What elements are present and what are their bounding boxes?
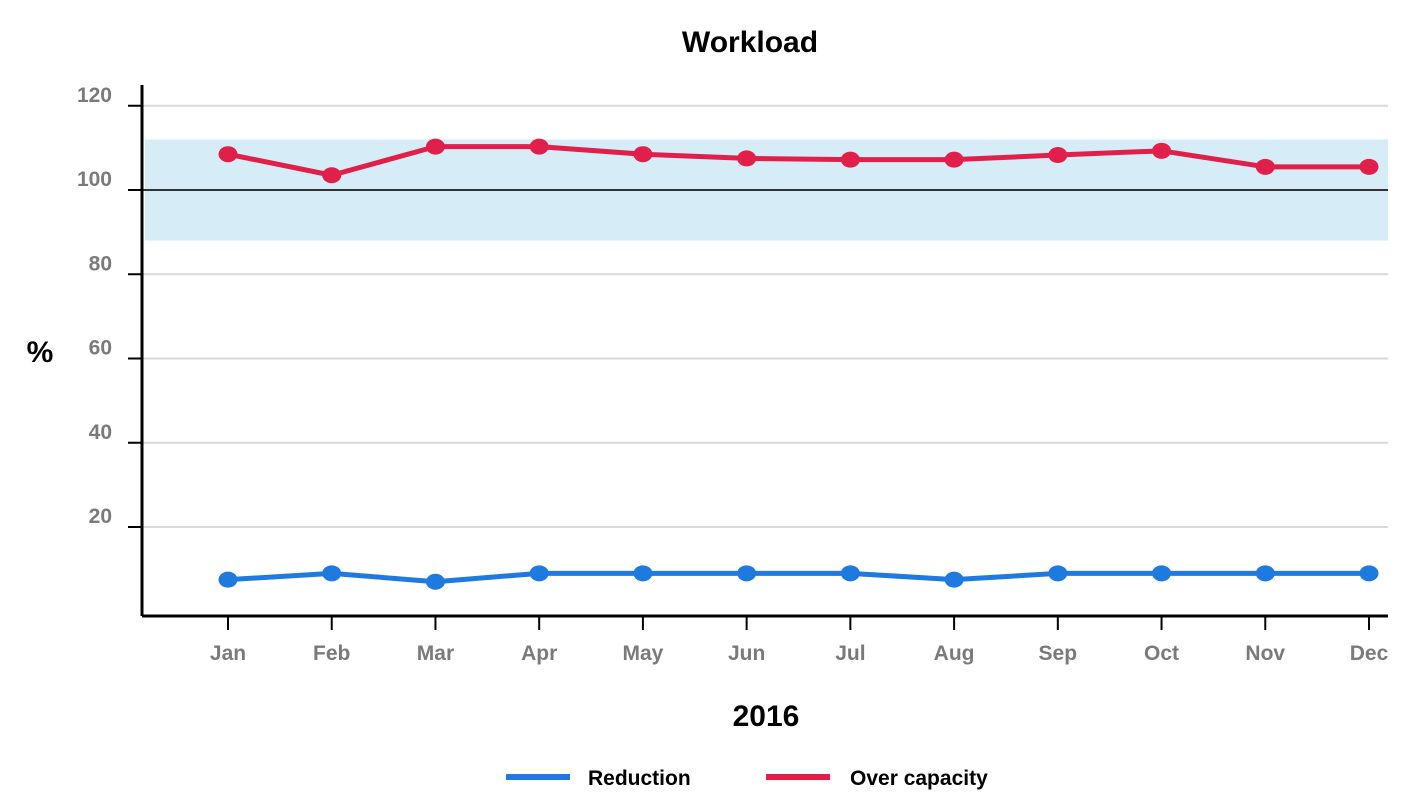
data-point-reduction	[425, 573, 445, 590]
x-tick-label: Oct	[1144, 642, 1179, 665]
data-point-reduction	[529, 565, 549, 582]
series-reduction	[218, 565, 1379, 590]
data-point-reduction	[1152, 565, 1172, 582]
legend-item-reduction: Reduction	[506, 767, 691, 790]
data-point-over-capacity	[322, 167, 342, 184]
x-tick-label: Dec	[1350, 642, 1389, 665]
data-point-over-capacity	[218, 146, 238, 163]
legend-label: Reduction	[588, 767, 691, 790]
data-point-over-capacity	[425, 138, 445, 155]
x-tick-label: Nov	[1245, 642, 1285, 665]
series-line-reduction	[225, 570, 1372, 585]
data-point-reduction	[737, 565, 757, 582]
data-point-over-capacity	[529, 138, 549, 155]
legend-label: Over capacity	[850, 767, 988, 790]
data-point-over-capacity	[1048, 147, 1068, 164]
data-point-reduction	[1048, 565, 1068, 582]
data-point-over-capacity	[1359, 158, 1379, 175]
series-line-over-capacity	[225, 144, 1372, 178]
x-axis-ticks: Jan Feb Mar Apr May Jun Jul Aug Sep Oct Nov Dec	[210, 616, 1389, 665]
data-point-reduction	[944, 571, 964, 588]
data-point-over-capacity	[944, 151, 964, 168]
y-tick-label: 20	[89, 505, 112, 528]
y-tick-label: 120	[77, 84, 112, 107]
data-point-reduction	[1255, 565, 1275, 582]
legend: Reduction Over capacity	[506, 767, 988, 790]
data-point-over-capacity	[1152, 142, 1172, 159]
x-tick-label: Feb	[313, 642, 350, 665]
x-tick-label: Sep	[1039, 642, 1078, 665]
series-over-capacity	[218, 138, 1379, 184]
data-point-reduction	[322, 565, 342, 582]
y-tick-label: 60	[89, 337, 112, 360]
data-point-reduction	[840, 565, 860, 582]
y-axis-ticks: 20 40 60 80 100 120	[77, 84, 142, 528]
x-tick-label: Mar	[417, 642, 454, 665]
data-point-reduction	[633, 565, 653, 582]
data-point-over-capacity	[633, 146, 653, 163]
x-tick-label: Aug	[934, 642, 975, 665]
data-series	[218, 138, 1379, 590]
data-point-over-capacity	[840, 151, 860, 168]
x-tick-label: Jul	[835, 642, 865, 665]
x-tick-label: Jan	[210, 642, 246, 665]
x-tick-label: Apr	[521, 642, 557, 665]
y-tick-label: 100	[77, 168, 112, 191]
gridlines	[142, 104, 1388, 528]
x-axis-title: 2016	[733, 700, 800, 733]
data-point-over-capacity	[1255, 158, 1275, 175]
y-axis-title: %	[27, 336, 54, 369]
data-point-reduction	[1359, 565, 1379, 582]
x-tick-label: Jun	[728, 642, 765, 665]
legend-item-over-capacity: Over capacity	[766, 767, 988, 790]
chart-title: Workload	[682, 26, 818, 59]
x-tick-label: May	[622, 642, 663, 665]
data-point-over-capacity	[737, 150, 757, 167]
y-tick-label: 40	[89, 421, 112, 444]
data-point-reduction	[218, 571, 238, 588]
y-tick-label: 80	[89, 252, 112, 275]
